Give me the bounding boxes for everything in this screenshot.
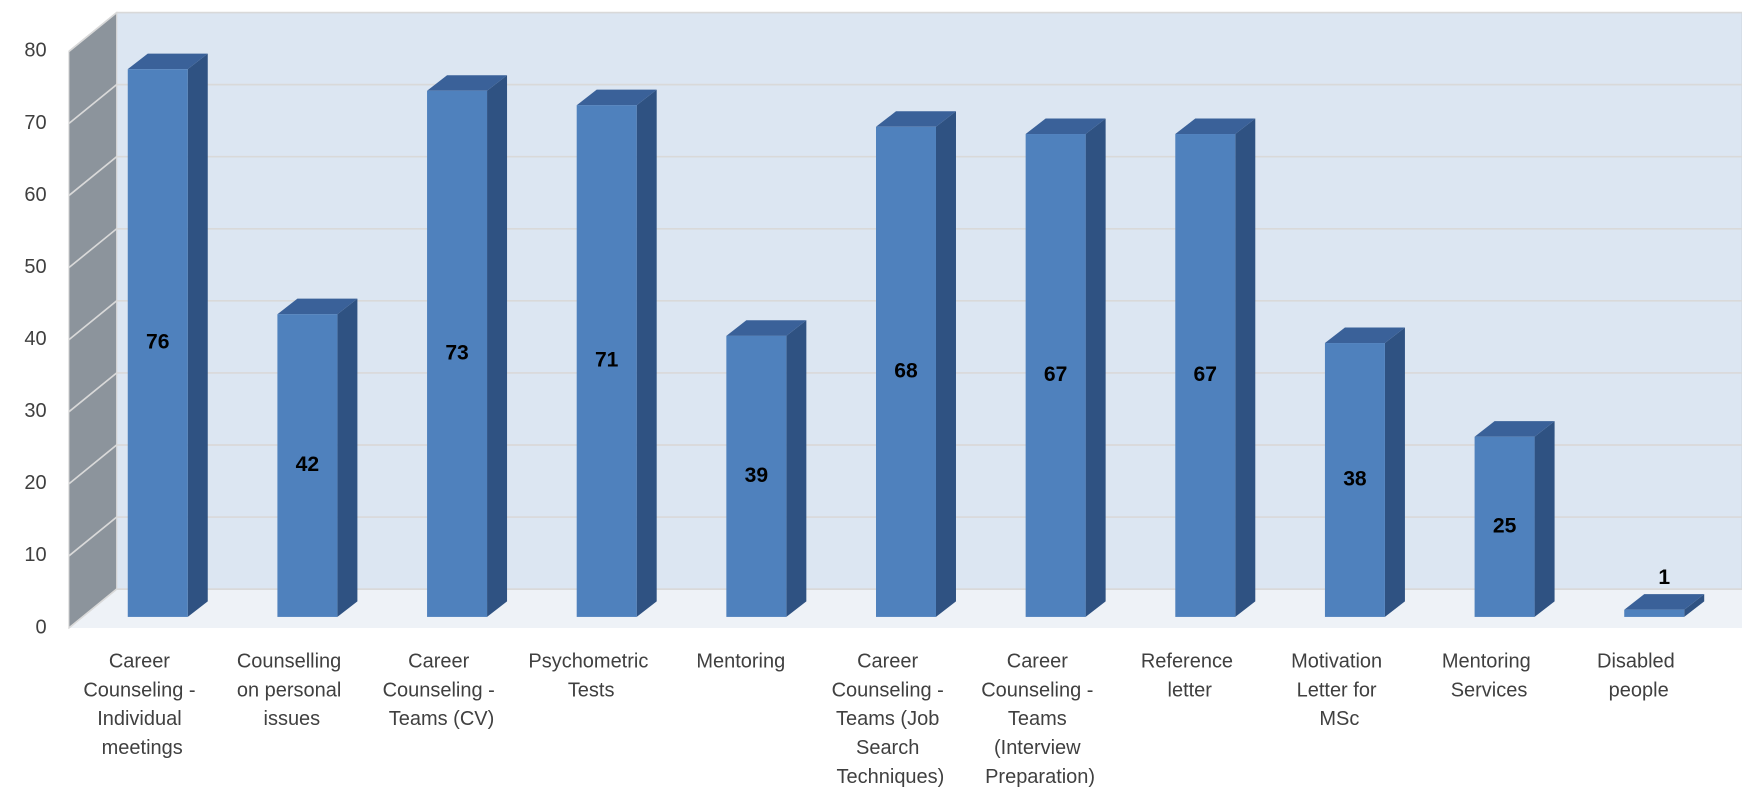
value-label: 68 [894, 359, 918, 382]
value-label: 39 [745, 464, 768, 487]
bar-top [726, 320, 807, 336]
bar [1324, 327, 1405, 617]
bar-side [1085, 118, 1106, 617]
y-tick-label: 60 [24, 184, 46, 206]
bar [576, 89, 657, 617]
value-label: 67 [1044, 363, 1067, 386]
bar-side [187, 53, 208, 617]
bar-top [127, 53, 208, 70]
bar-front [127, 69, 188, 617]
bar [277, 298, 358, 617]
bar-top [875, 111, 956, 127]
x-tick-label: Mentoring [696, 651, 785, 673]
y-tick-label: 0 [36, 616, 47, 638]
bar-front [726, 335, 787, 617]
y-tick-label: 10 [24, 544, 46, 566]
x-tick-label: Career Counseling - Teams (Interview Pre… [981, 651, 1099, 789]
x-tick-label: Mentoring Services [1442, 651, 1536, 702]
x-tick-label: Disabled people [1597, 651, 1680, 702]
value-label: 73 [445, 341, 468, 364]
bar-top [1624, 594, 1705, 610]
bar-side [1235, 118, 1256, 617]
bar [1624, 594, 1705, 617]
value-label: 1 [1658, 566, 1670, 589]
bar [875, 111, 956, 617]
y-tick-label: 40 [24, 328, 46, 350]
bar-front [1175, 134, 1236, 617]
bar-front [1025, 134, 1086, 617]
x-tick-label: Psychometric Tests [528, 651, 653, 702]
x-tick-label: Career Counseling - Teams (CV) [383, 651, 501, 731]
bar-front [1624, 609, 1685, 617]
x-tick-label: Career Counseling - Individual meetings [83, 651, 201, 760]
bar-side [636, 89, 657, 617]
x-tick-label: Career Counseling - Teams (Job Search Te… [832, 651, 950, 789]
bar [1474, 421, 1555, 617]
bar-top [576, 89, 657, 106]
grid-line [68, 11, 1742, 53]
bar-side [1384, 327, 1405, 617]
bar-side [786, 320, 807, 617]
grid-line [68, 83, 1742, 125]
bar [427, 75, 508, 617]
bar-front [1474, 436, 1535, 617]
value-label: 42 [296, 453, 319, 476]
bar-front [1324, 343, 1385, 617]
value-label: 67 [1194, 363, 1217, 386]
bar-side [337, 298, 358, 617]
value-label: 76 [146, 331, 169, 354]
bar-front [277, 314, 338, 617]
x-tick-label: Motivation Letter for MSc [1291, 651, 1388, 731]
bar-front [576, 105, 637, 617]
y-tick-label: 30 [24, 400, 46, 422]
bar-side [1684, 594, 1705, 617]
bar [127, 53, 208, 617]
bar [1175, 118, 1256, 617]
bar-side [487, 75, 508, 617]
bar-top [427, 75, 508, 91]
y-tick-label: 80 [24, 40, 46, 62]
bar-front [875, 126, 936, 617]
bar-top [1474, 421, 1555, 437]
value-label: 25 [1493, 514, 1517, 537]
bar-top [277, 298, 358, 315]
y-tick-label: 70 [24, 112, 46, 134]
x-tick-label: Reference letter [1141, 651, 1239, 702]
y-tick-label: 50 [24, 256, 46, 278]
x-tick-label: Counselling on personal issues [237, 651, 347, 731]
bar [726, 320, 807, 617]
bar-side [1534, 421, 1555, 617]
bar-top [1324, 327, 1405, 344]
bar [1025, 118, 1106, 617]
bar-side [935, 111, 956, 617]
value-label: 71 [595, 349, 619, 372]
y-tick-label: 20 [24, 472, 46, 494]
value-label: 38 [1343, 468, 1367, 491]
bar-top [1175, 118, 1256, 135]
bar-top [1025, 118, 1106, 135]
bar-front [427, 90, 488, 617]
